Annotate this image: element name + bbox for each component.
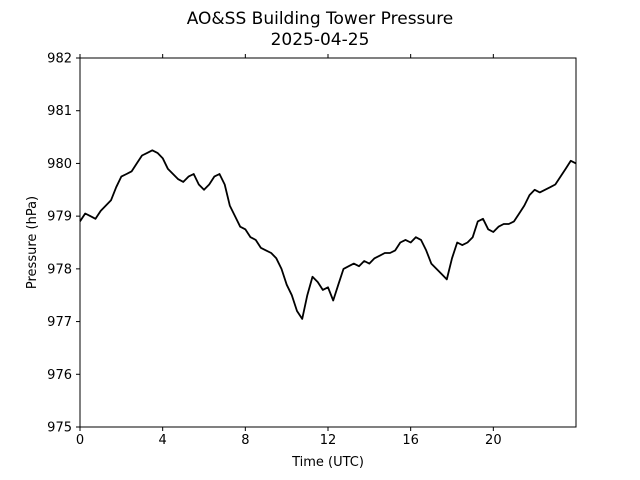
y-tick-label: 981	[47, 104, 72, 119]
pressure-series-line	[79, 149, 577, 320]
chart-title: AO&SS Building Tower Pressure	[187, 9, 454, 29]
y-tick-label: 982	[47, 52, 72, 67]
chart-subtitle: 2025-04-25	[271, 30, 370, 50]
y-tick-label: 975	[47, 421, 72, 436]
y-tick-label: 977	[47, 315, 72, 330]
y-axis-label: Pressure (hPa)	[25, 196, 40, 289]
y-tick-label: 976	[47, 368, 72, 383]
x-axis: 0 4 8 12 16 20	[76, 54, 502, 448]
x-tick-label: 0	[76, 433, 84, 448]
plot-area	[80, 58, 576, 427]
y-tick-label: 978	[47, 262, 72, 277]
x-tick-label: 8	[241, 433, 249, 448]
x-tick-label: 20	[485, 433, 502, 448]
series-layer	[79, 149, 577, 320]
x-tick-label: 16	[402, 433, 419, 448]
y-axis: 975 976 977 978 979 980 981 982	[47, 52, 80, 436]
x-tick-label: 12	[320, 433, 337, 448]
x-axis-label: Time (UTC)	[291, 455, 364, 470]
x-tick-label: 4	[159, 433, 167, 448]
y-tick-label: 980	[47, 157, 72, 172]
y-tick-label: 979	[47, 210, 72, 225]
